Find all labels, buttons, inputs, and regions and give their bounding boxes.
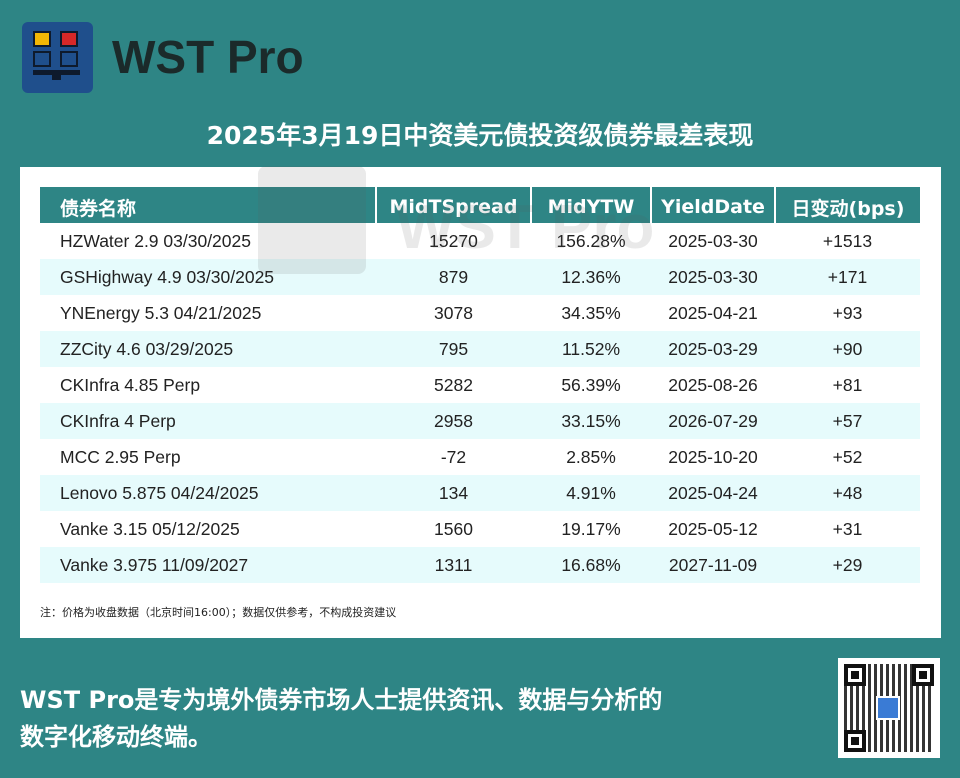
table-row: Vanke 3.15 05/12/2025 1560 19.17% 2025-05-1… [40,511,920,547]
bond-name-cell: CKInfra 4 Perp [40,403,376,439]
ytw-cell: 11.52% [531,331,651,367]
ytw-cell: 4.91% [531,475,651,511]
spread-cell: -72 [440,446,467,467]
yield-date-cell: 2025-03-29 [651,331,775,367]
table-row: CKInfra 4 Perp 2958 33.15% 2026-07-29 +57 [40,403,920,439]
yield-date-cell: 2025-03-30 [651,259,775,295]
bond-name-cell: MCC 2.95 Perp [60,446,181,467]
yield-date-cell: 2025-08-26 [668,374,758,395]
ytw-cell: 33.15% [531,403,651,439]
spread-cell: 3078 [434,302,473,323]
table-row: YNEnergy 5.3 04/21/2025 3078 34.35% 2025-04… [40,295,920,331]
table-row: HZWater 2.9 03/30/2025 15270 156.28% 2025-0… [40,223,920,259]
change-cell: +171 [775,259,920,295]
ytw-cell: 16.68% [531,547,651,583]
table-row: MCC 2.95 Perp -72 2.85% 2025-10-20 +52 [40,439,920,475]
bond-name-cell: Lenovo 5.875 04/24/2025 [40,475,376,511]
spread-cell: 1560 [434,518,473,539]
table-row: Lenovo 5.875 04/24/2025 134 4.91% 2025-04-2… [40,475,920,511]
ytw-cell: 19.17% [561,518,621,539]
yield-date-cell: 2025-03-30 [668,230,758,251]
change-cell: +52 [832,446,863,467]
spread-cell: 15270 [429,230,478,251]
bond-name-cell: ZZCity 4.6 03/29/2025 [40,331,376,367]
change-cell: +31 [832,518,863,539]
change-cell: +29 [775,547,920,583]
change-cell: +93 [832,302,863,323]
yield-date-cell: 2025-04-24 [651,475,775,511]
footnote: 注：价格为收盘数据（北京时间16:00）；数据仅供参考，不构成投资建议 [40,606,397,619]
wst-logo-icon [22,22,93,93]
change-cell: +81 [832,374,863,395]
yield-date-cell: 2027-11-09 [651,547,775,583]
qr-code-icon [838,658,940,758]
footer-description: WST Pro是专为境外债券市场人士提供资讯、数据与分析的 数字化移动终端。 [20,682,662,756]
ytw-cell: 56.39% [561,374,621,395]
yield-date-cell: 2025-10-20 [668,446,758,467]
bond-name-cell: GSHighway 4.9 03/30/2025 [40,259,376,295]
bond-name-cell: Vanke 3.975 11/09/2027 [40,547,376,583]
column-header-spread: MidTSpread [375,187,531,223]
footer-line-2: 数字化移动终端。 [20,723,212,751]
bond-name-cell: CKInfra 4.85 Perp [60,374,201,395]
spread-cell: 1311 [376,547,531,583]
page-title: 2025年3月19日中资美元债投资级债券最差表现 [206,121,754,150]
change-cell: +90 [775,331,920,367]
column-header-yielddate: YieldDate [650,187,775,223]
yield-date-cell: 2026-07-29 [651,403,775,439]
spread-cell: 5282 [434,374,473,395]
table-row: Vanke 3.975 11/09/2027 1311 16.68% 2027-11-… [40,547,920,583]
table-row: GSHighway 4.9 03/30/2025 879 12.36% 2025-03… [40,259,920,295]
table-header-row: 债券名称 MidTSpread MidYTW YieldDate 日变动(bps… [40,187,920,223]
change-cell: +57 [775,403,920,439]
ytw-cell: 2.85% [566,446,616,467]
table-row: CKInfra 4.85 Perp 5282 56.39% 2025-08-26 +81 [40,367,920,403]
table-panel: 债券名称 MidTSpread MidYTW YieldDate 日变动(bps… [20,167,941,638]
column-header-name: 债券名称 [40,187,376,223]
spread-cell: 134 [376,475,531,511]
change-cell: +48 [775,475,920,511]
brand-name: WST Pro [112,31,304,83]
yield-date-cell: 2025-05-12 [668,518,758,539]
bond-name-cell: YNEnergy 5.3 04/21/2025 [60,302,262,323]
column-header-change: 日变动(bps) [774,187,920,223]
column-header-ytw: MidYTW [530,187,651,223]
ytw-cell: 156.28% [556,230,626,251]
change-cell: +1513 [822,230,873,251]
spread-cell: 795 [376,331,531,367]
yield-date-cell: 2025-04-21 [668,302,758,323]
bond-table: 债券名称 MidTSpread MidYTW YieldDate 日变动(bps… [40,187,920,583]
ytw-cell: 12.36% [531,259,651,295]
bond-name-cell: Vanke 3.15 05/12/2025 [60,518,240,539]
ytw-cell: 34.35% [561,302,621,323]
spread-cell: 879 [376,259,531,295]
spread-cell: 2958 [376,403,531,439]
bond-name-cell: HZWater 2.9 03/30/2025 [60,230,251,251]
table-row: ZZCity 4.6 03/29/2025 795 11.52% 2025-03-29… [40,331,920,367]
footer-line-1: WST Pro是专为境外债券市场人士提供资讯、数据与分析的 [20,686,663,714]
